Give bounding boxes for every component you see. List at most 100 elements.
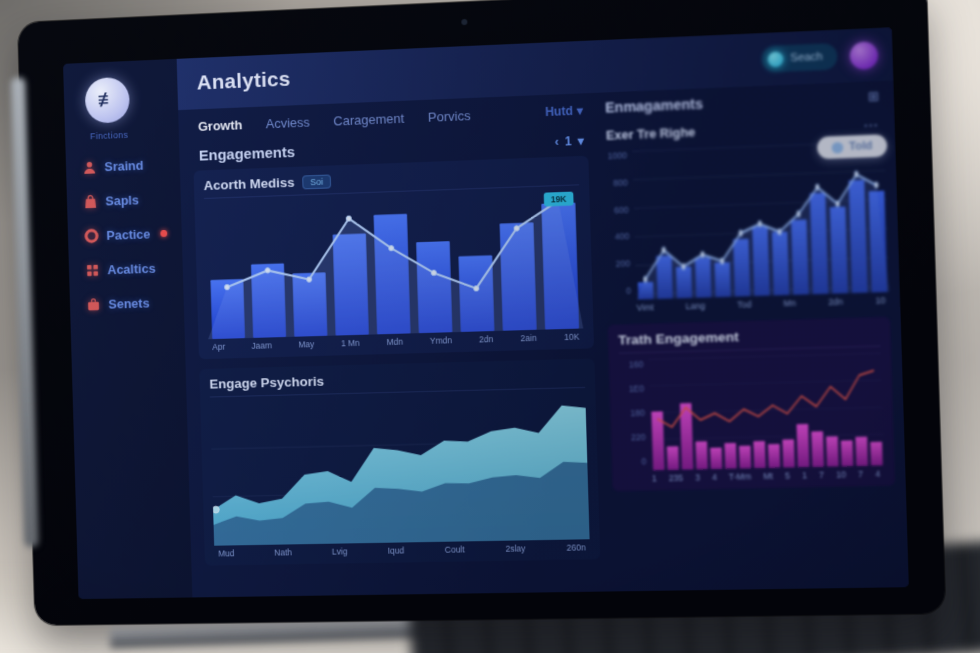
sidebar-item-label: Pactice xyxy=(106,226,151,243)
axis-tick-label: 0 xyxy=(641,456,647,467)
sidebar-item-sraind[interactable]: Sraind xyxy=(81,156,170,175)
card-acorth-mediss: Acorth Mediss Soi 19K Apr Jaam May 1 Mn Mdn Y… xyxy=(193,155,595,360)
axis-tick-label: 0 xyxy=(626,285,632,296)
grid-view-icon[interactable]: ⊞ xyxy=(867,88,880,105)
axis-tick-label: Iqud xyxy=(387,545,405,556)
axis-tick-label: 10 xyxy=(875,295,886,306)
webcam-dot xyxy=(461,18,468,26)
laptop-lid: ≢ Finctions Sraind Sapls xyxy=(10,0,946,626)
pager-prev-icon[interactable]: ‹ xyxy=(554,134,560,149)
sidebar-item-senets[interactable]: Senets xyxy=(85,294,174,312)
axis-tick-label: Mdn xyxy=(386,336,404,348)
card-title: Trath Engagement xyxy=(617,329,739,348)
axis-tick-label: 7 xyxy=(857,468,864,480)
axis-tick-label: T-Mm xyxy=(728,471,752,482)
logo-icon: ≢ xyxy=(97,88,118,111)
alert-dot xyxy=(159,229,167,237)
card-title: Engage Psychoris xyxy=(209,373,325,392)
right-chart-block: Told 1000 800 600 400 200 0 Vimt Lang Tod Mn 2dn 1… xyxy=(602,134,890,314)
axis-tick-label: 1 Mn xyxy=(340,337,360,349)
axis-tick-label: 600 xyxy=(613,204,629,215)
sidebar: ≢ Finctions Sraind Sapls xyxy=(63,58,193,600)
axis-tick-label: 160 xyxy=(628,359,644,370)
axis-tick-label: 800 xyxy=(613,177,628,188)
axis-tick-label: 7 xyxy=(818,469,825,481)
more-options-icon[interactable]: ⋯ xyxy=(863,116,881,134)
axis-tick-label: 2slay xyxy=(505,543,526,554)
axis-tick-label: Mn xyxy=(783,297,796,309)
axis-tick-label: 1000 xyxy=(607,150,628,162)
tab-caragement[interactable]: Caragement xyxy=(333,110,405,129)
axis-tick-label: 235 xyxy=(668,472,684,484)
axis-tick-label: 5 xyxy=(784,470,791,481)
axis-tick-label: Coult xyxy=(444,544,465,555)
axis-tick-label: 220 xyxy=(630,431,646,443)
laptop-lid-edge xyxy=(10,77,39,548)
axis-tick-label: Vimt xyxy=(636,302,654,313)
card-title-row: Trath Engagement xyxy=(617,325,881,354)
axis-tick-label: Ymdn xyxy=(429,335,453,346)
period-dropdown[interactable]: Hutd ▾ xyxy=(545,103,583,119)
axis-tick-label: 180 xyxy=(630,407,645,419)
axis-tick-label: 200 xyxy=(615,258,631,270)
pill-label: Told xyxy=(848,139,873,153)
tab-acviess[interactable]: Acviess xyxy=(265,114,310,131)
svg-text:19K: 19K xyxy=(551,194,568,205)
y-axis-ticks: 160 1E0 180 220 0 xyxy=(619,357,647,471)
axis-tick-label: 1E0 xyxy=(628,383,645,394)
sidebar-item-sapls[interactable]: Sapls xyxy=(82,190,171,209)
axis-tick-label: 3 xyxy=(694,472,701,483)
app-logo[interactable]: ≢ xyxy=(84,76,131,124)
sidebar-item-label: Sapls xyxy=(105,192,140,208)
axis-tick-label: Nath xyxy=(274,547,293,558)
right-subsection-title: Exer Tre Righe xyxy=(605,125,696,143)
search-icon xyxy=(767,50,784,67)
axis-tick-label: Tod xyxy=(737,299,752,310)
user-avatar[interactable] xyxy=(849,40,879,70)
content: Growth Acviess Caragement Porvics Hutd ▾… xyxy=(178,80,909,597)
logo-caption: Finctions xyxy=(89,129,129,142)
pager: ‹ 1 ▾ xyxy=(555,134,584,149)
card-trath-engagement: Trath Engagement 160 1E0 180 220 0 1 235 3 4 T-M… xyxy=(607,316,896,492)
axis-tick-label: Lang xyxy=(685,300,706,312)
bar-line-chart xyxy=(632,138,890,300)
axis-tick-label: 10K xyxy=(563,331,580,343)
chevron-down-icon: ▾ xyxy=(576,103,584,118)
section-title: Engagements xyxy=(198,143,296,165)
sidebar-item-label: Sraind xyxy=(104,157,144,174)
area-chart xyxy=(210,392,590,546)
sidebar-item-acaltics[interactable]: Acaltics xyxy=(84,259,173,278)
main-area: Analytics Seach Growth Acv xyxy=(176,27,909,598)
search-button[interactable]: Seach xyxy=(761,42,838,73)
sidebar-item-label: Senets xyxy=(108,295,150,312)
axis-tick-label: Mt xyxy=(763,470,774,482)
sidebar-item-pactice[interactable]: Pactice xyxy=(83,225,172,244)
right-column: Enmagaments ⊞ Exer Tre Righe ⋯ Told xyxy=(586,81,898,592)
tab-growth[interactable]: Growth xyxy=(197,116,243,134)
topbar-actions: Seach xyxy=(761,40,879,74)
left-column: Growth Acviess Caragement Porvics Hutd ▾… xyxy=(192,93,602,597)
sidebar-item-label: Acaltics xyxy=(107,260,156,277)
axis-tick-label: Lvig xyxy=(331,546,348,557)
card-engage-psychoris: Engage Psychoris Mud Nath Lvig Iqud Coult 2sl… xyxy=(199,358,601,566)
axis-tick-label: 1 xyxy=(801,470,808,481)
bar-line-chart: 19K xyxy=(204,189,584,340)
period-dropdown-label: Hutd xyxy=(544,103,573,120)
grid-icon xyxy=(84,262,100,278)
person-icon xyxy=(81,159,97,175)
bar-line-chart xyxy=(648,351,884,471)
card-badge: Soi xyxy=(302,173,332,189)
axis-tick-label: May xyxy=(298,339,315,350)
told-pill-button[interactable]: Told xyxy=(816,134,888,160)
chevron-down-icon[interactable]: ▾ xyxy=(577,133,585,149)
axis-tick-label: 400 xyxy=(614,231,630,243)
target-icon xyxy=(83,227,99,243)
axis-tick-label: 2ain xyxy=(520,332,537,344)
axis-tick-label: Apr xyxy=(212,341,226,352)
pager-value: 1 xyxy=(564,134,572,149)
axis-tick-label: 4 xyxy=(711,472,717,483)
tab-porvics[interactable]: Porvics xyxy=(427,107,471,125)
axis-tick-label: 2dn xyxy=(828,296,844,308)
y-axis-ticks: 1000 800 600 400 200 0 xyxy=(602,148,632,300)
